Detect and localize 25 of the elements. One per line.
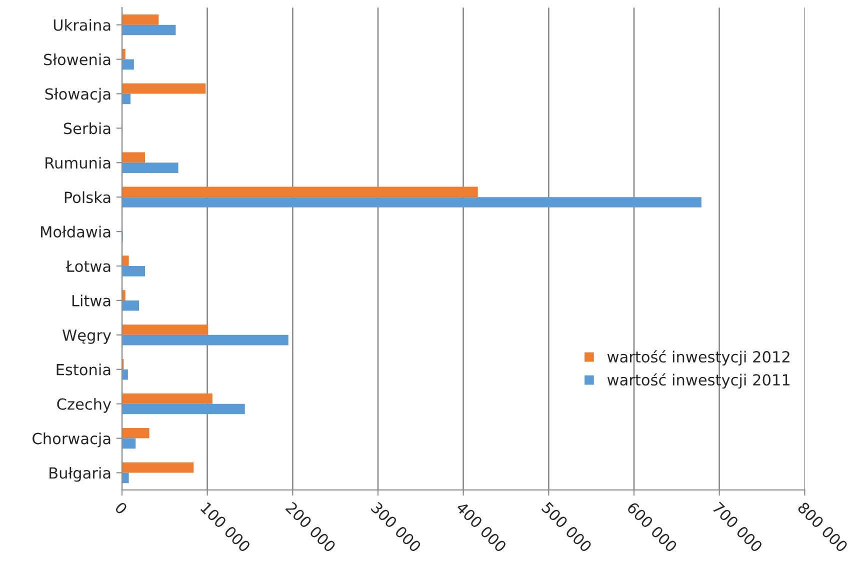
y-tick-label: Ukraina — [54, 19, 110, 31]
x-tick-label: 700 000 — [712, 501, 764, 553]
y-tick-label: Estonia — [56, 364, 110, 376]
y-tick-label: Łotwa — [66, 260, 110, 272]
y-tick-label: Mołdawia — [41, 226, 110, 238]
y-tick-label: Litwa — [72, 294, 110, 306]
y-tick-label: Słowacja — [45, 88, 110, 103]
x-tick-label: 0 — [114, 501, 128, 515]
legend-label: wartość inwestycji 2011 — [607, 373, 790, 389]
y-tick-label: Słowenia — [44, 53, 110, 66]
y-tick-label: Rumunia — [46, 156, 110, 169]
x-tick-label: 800 000 — [797, 501, 848, 553]
x-tick-label: 300 000 — [370, 501, 422, 553]
x-tick-label: 500 000 — [541, 501, 592, 553]
legend-label: wartość inwestycji 2012 — [607, 350, 790, 366]
y-tick-label: Węgry — [62, 330, 112, 344]
y-tick-label: Chorwacja — [32, 432, 110, 448]
x-tick-label: 600 000 — [626, 501, 678, 553]
y-tick-label: Czechy — [57, 398, 112, 413]
x-tick-label: 100 000 — [200, 502, 252, 553]
y-tick-label: Bułgaria — [50, 466, 110, 482]
y-tick-label: Polska — [64, 191, 110, 204]
x-tick-label: 200 000 — [285, 501, 336, 553]
x-tick-label: 400 000 — [455, 501, 508, 553]
y-tick-label: Serbia — [64, 122, 110, 134]
